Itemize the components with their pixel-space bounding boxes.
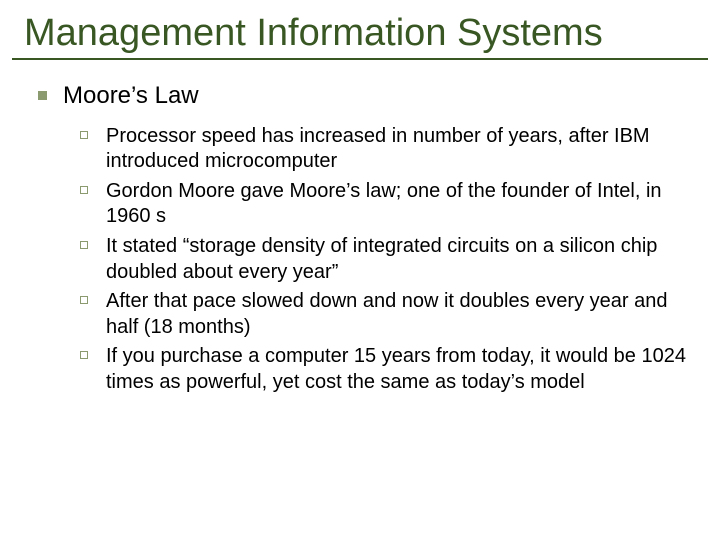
list-item-level2: It stated “storage density of integrated… — [80, 234, 696, 285]
square-outline-bullet-icon — [80, 131, 88, 139]
sub-list: Processor speed has increased in number … — [80, 124, 696, 396]
square-outline-bullet-icon — [80, 186, 88, 194]
square-bullet-icon — [38, 91, 47, 100]
square-outline-bullet-icon — [80, 296, 88, 304]
list-item-text: It stated “storage density of integrated… — [106, 234, 696, 285]
list-item-text: If you purchase a computer 15 years from… — [106, 344, 696, 395]
slide-title: Management Information Systems — [24, 12, 708, 56]
list-item-text: Gordon Moore gave Moore’s law; one of th… — [106, 179, 696, 230]
list-item-text: Processor speed has increased in number … — [106, 124, 696, 175]
list-item-text: After that pace slowed down and now it d… — [106, 289, 696, 340]
list-item-level2: If you purchase a computer 15 years from… — [80, 344, 696, 395]
list-item-level2: After that pace slowed down and now it d… — [80, 289, 696, 340]
title-container: Management Information Systems — [12, 12, 708, 60]
section-heading: Moore’s Law — [63, 82, 199, 110]
square-outline-bullet-icon — [80, 351, 88, 359]
list-item-level2: Processor speed has increased in number … — [80, 124, 696, 175]
list-item-level2: Gordon Moore gave Moore’s law; one of th… — [80, 179, 696, 230]
square-outline-bullet-icon — [80, 241, 88, 249]
list-item-level1: Moore’s Law — [38, 82, 696, 110]
